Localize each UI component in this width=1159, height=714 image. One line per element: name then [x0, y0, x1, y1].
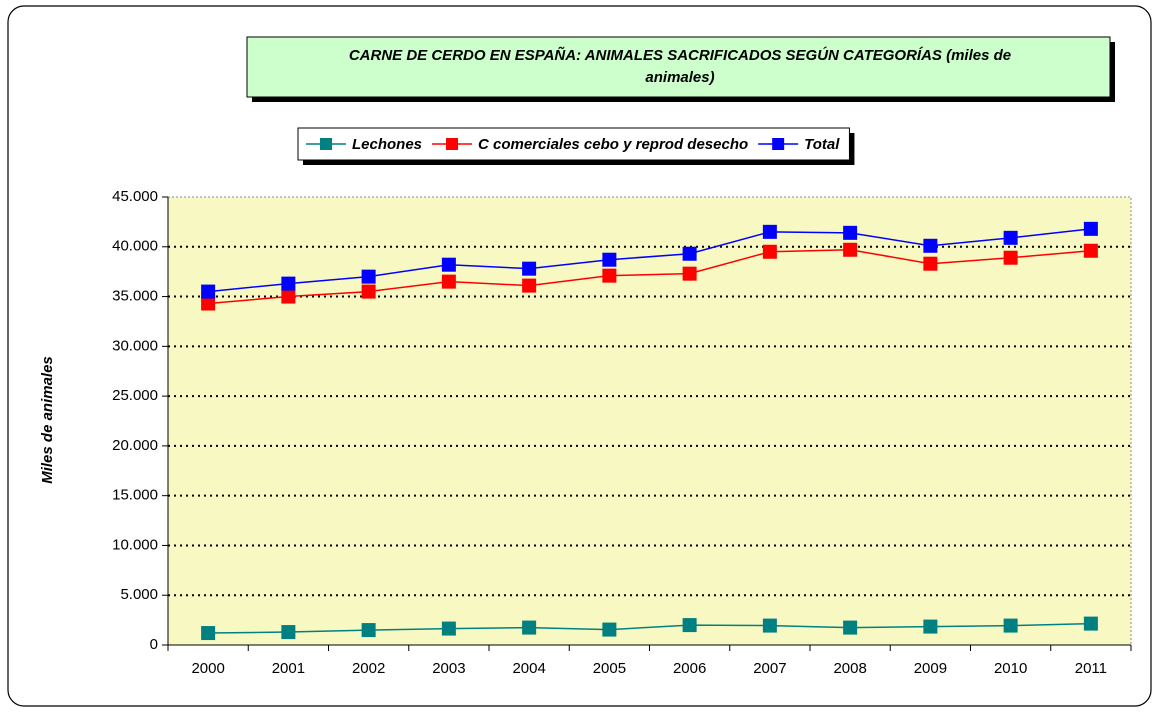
x-tick-label: 2006 [673, 660, 706, 677]
data-point [923, 619, 938, 634]
data-point [1083, 616, 1098, 631]
legend-marker [446, 138, 459, 150]
data-point [843, 620, 858, 635]
data-point [201, 626, 216, 641]
y-tick-label: 45.000 [112, 188, 158, 205]
legend-marker [772, 138, 785, 150]
data-point [682, 266, 697, 281]
data-point [923, 238, 938, 253]
data-point [361, 284, 376, 299]
data-point [281, 625, 296, 640]
x-tick-label: 2007 [753, 660, 786, 677]
data-point [923, 256, 938, 271]
series-line [208, 228, 1091, 293]
data-point [762, 224, 777, 239]
data-point [1083, 221, 1098, 236]
chart-title: CARNE DE CERDO EN ESPAÑA: ANIMALES SACRI… [349, 46, 1011, 86]
legend [297, 127, 850, 161]
x-tick-label: 2011 [1075, 660, 1107, 677]
data-point [682, 246, 697, 261]
data-point [201, 296, 216, 311]
data-point [361, 269, 376, 284]
y-tick-label: 5.000 [120, 586, 158, 603]
plot-area [168, 197, 1131, 645]
legend-label: Lechones [352, 136, 422, 153]
data-point [1083, 243, 1098, 258]
data-point [522, 620, 537, 635]
data-point [201, 284, 216, 299]
y-tick-label: 10.000 [112, 536, 158, 553]
y-tick-label: 15.000 [112, 487, 158, 504]
data-point [762, 244, 777, 259]
data-point [843, 242, 858, 257]
x-tick-label: 2009 [914, 660, 947, 677]
x-tick-label: 2008 [833, 660, 866, 677]
series-line [208, 249, 1091, 305]
y-axis-label: Miles de animales [39, 356, 56, 484]
data-point [522, 261, 537, 276]
data-point [441, 257, 456, 272]
data-point [1003, 250, 1018, 265]
data-point [281, 276, 296, 291]
y-tick-label: 0 [150, 636, 158, 653]
data-point [602, 252, 617, 267]
data-point [843, 225, 858, 240]
series-line [208, 622, 1091, 634]
x-tick-label: 2005 [593, 660, 626, 677]
title-box [246, 36, 1111, 98]
data-point [602, 622, 617, 637]
x-tick-label: 2004 [512, 660, 545, 677]
data-point [602, 268, 617, 283]
data-point [762, 618, 777, 633]
y-tick-label: 40.000 [112, 238, 158, 255]
data-point [281, 289, 296, 304]
x-tick-label: 2010 [994, 660, 1027, 677]
x-tick-label: 2001 [272, 660, 305, 677]
x-tick-label: 2003 [432, 660, 465, 677]
data-point [522, 278, 537, 293]
data-point [682, 618, 697, 633]
data-point [441, 274, 456, 289]
y-tick-label: 30.000 [112, 337, 158, 354]
data-point [361, 623, 376, 638]
y-tick-label: 35.000 [112, 288, 158, 305]
y-tick-label: 25.000 [112, 387, 158, 404]
y-tick-label: 20.000 [112, 437, 158, 454]
data-point [1003, 230, 1018, 245]
x-tick-label: 2000 [191, 660, 224, 677]
x-tick-label: 2002 [352, 660, 385, 677]
legend-label: Total [804, 136, 840, 153]
data-point [441, 621, 456, 636]
legend-marker [320, 138, 332, 150]
legend-label: C comerciales cebo y reprod desecho [478, 136, 748, 153]
data-point [1003, 618, 1018, 633]
